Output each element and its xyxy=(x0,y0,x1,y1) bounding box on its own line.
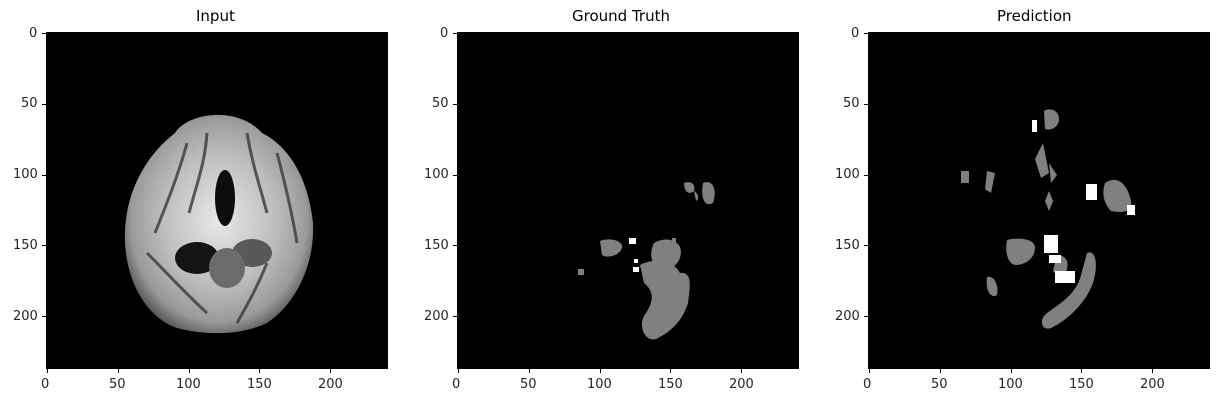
y-tick-mark xyxy=(864,316,868,318)
x-tick: 0 xyxy=(863,377,872,392)
panel-input: Input xyxy=(0,0,400,407)
x-tick-mark xyxy=(259,369,261,373)
brain-mri-image xyxy=(124,114,314,334)
panel-title: Prediction xyxy=(997,7,1072,25)
x-tick: 50 xyxy=(109,377,126,392)
x-tick: 100 xyxy=(998,377,1023,392)
y-tick: 200 xyxy=(835,309,860,324)
image-axes xyxy=(457,32,799,369)
x-tick-mark xyxy=(188,369,190,373)
x-tick-mark xyxy=(939,369,941,373)
x-tick: 200 xyxy=(1140,377,1165,392)
y-tick-mark xyxy=(42,33,46,34)
y-tick-mark xyxy=(453,245,457,247)
x-tick: 200 xyxy=(318,377,343,392)
y-tick-mark xyxy=(453,33,457,34)
y-tick-mark xyxy=(42,103,46,105)
y-tick-mark xyxy=(42,245,46,247)
y-tick-mark xyxy=(864,174,868,176)
x-tick-mark xyxy=(458,369,459,373)
x-tick: 100 xyxy=(176,377,201,392)
y-tick-mark xyxy=(864,245,868,247)
panel-title: Ground Truth xyxy=(572,7,670,25)
x-tick-mark xyxy=(117,369,119,373)
x-tick-mark xyxy=(528,369,530,373)
y-tick-mark xyxy=(42,174,46,176)
x-tick-mark xyxy=(47,369,48,373)
x-tick: 100 xyxy=(587,377,612,392)
x-tick: 0 xyxy=(41,377,50,392)
y-tick: 200 xyxy=(13,309,38,324)
x-tick: 150 xyxy=(1069,377,1094,392)
y-tick: 200 xyxy=(424,309,449,324)
y-tick-mark xyxy=(453,103,457,105)
x-tick-mark xyxy=(1081,369,1083,373)
x-tick: 150 xyxy=(658,377,683,392)
y-tick-mark xyxy=(453,316,457,318)
x-tick-mark xyxy=(1152,369,1154,373)
image-axes xyxy=(868,32,1210,369)
x-tick: 50 xyxy=(931,377,948,392)
x-tick: 200 xyxy=(729,377,754,392)
panel-ground-truth: Ground Truth 0 50 100 150 200 0 50 100 xyxy=(411,0,811,407)
y-tick: 150 xyxy=(424,238,449,253)
x-tick-mark xyxy=(741,369,743,373)
y-tick-mark xyxy=(453,174,457,176)
x-tick-mark xyxy=(599,369,601,373)
image-axes xyxy=(46,32,388,369)
y-tick: 50 xyxy=(432,96,449,111)
x-tick: 50 xyxy=(520,377,537,392)
y-tick-mark xyxy=(42,316,46,318)
brain-outline xyxy=(124,114,314,334)
y-tick: 150 xyxy=(835,238,860,253)
x-tick-mark xyxy=(670,369,672,373)
y-tick: 100 xyxy=(835,167,860,182)
y-tick: 100 xyxy=(13,167,38,182)
y-tick: 0 xyxy=(29,26,38,41)
x-tick-mark xyxy=(1010,369,1012,373)
y-tick: 0 xyxy=(440,26,449,41)
x-tick-mark xyxy=(869,369,870,373)
panel-prediction: Prediction xyxy=(822,0,1222,407)
y-tick: 100 xyxy=(424,167,449,182)
y-tick: 0 xyxy=(851,26,860,41)
x-tick-mark xyxy=(330,369,332,373)
ground-truth-mask xyxy=(578,181,715,340)
y-tick-mark xyxy=(864,33,868,34)
x-tick: 0 xyxy=(452,377,461,392)
panel-title: Input xyxy=(196,7,235,25)
y-tick: 50 xyxy=(843,96,860,111)
y-tick: 150 xyxy=(13,238,38,253)
prediction-mask xyxy=(961,109,1135,329)
x-tick: 150 xyxy=(247,377,272,392)
y-tick: 50 xyxy=(21,96,38,111)
y-tick-mark xyxy=(864,103,868,105)
